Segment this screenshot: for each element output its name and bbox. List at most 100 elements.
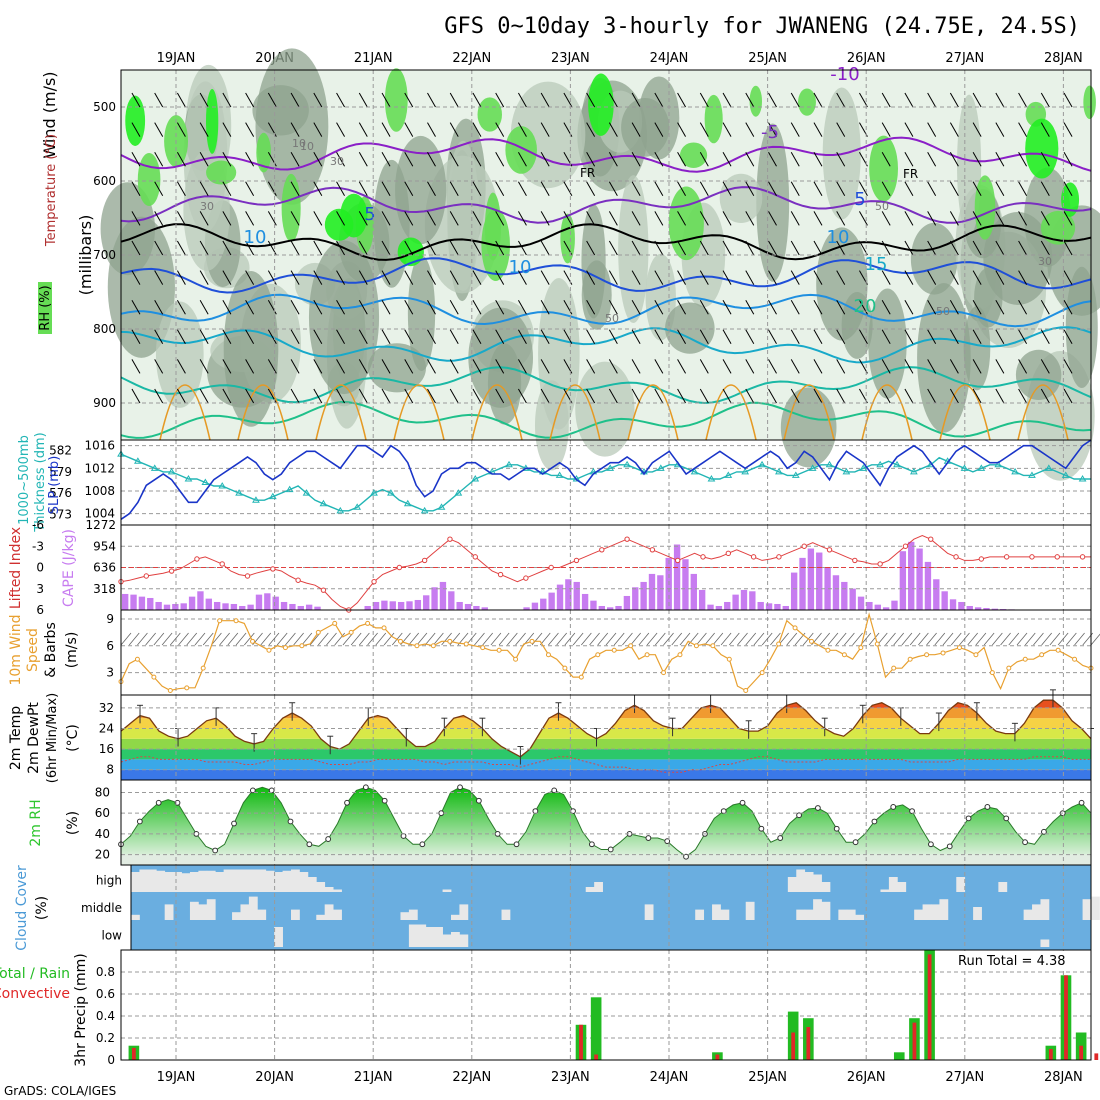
wind-barb: [290, 299, 300, 315]
wind-barb: [1018, 359, 1028, 374]
thickness-point: [285, 485, 294, 493]
wind-barb: [745, 181, 755, 197]
wind-speed-point: [989, 670, 995, 676]
cape-bar: [230, 603, 238, 610]
wind-barb: [563, 211, 573, 226]
wind-barb: [472, 388, 482, 404]
wind-barb: [222, 270, 232, 285]
wind-barb: [199, 211, 209, 226]
date-tick-label: 24JAN: [650, 51, 689, 66]
cape-bar: [966, 605, 973, 610]
wind-barb: [381, 329, 391, 345]
wind-barb: [677, 181, 687, 197]
tick-label: 1012: [84, 461, 115, 475]
wind-barb: [885, 632, 896, 646]
wind-speed-point: [1006, 665, 1012, 671]
wind-barb: [995, 329, 1005, 345]
wind-barb: [1018, 270, 1028, 285]
wind-barb: [449, 240, 459, 256]
cape-bar: [849, 588, 856, 610]
cloud-cell: [131, 872, 140, 892]
temp-axis-label: 2m Temp: [8, 706, 24, 770]
wind-barb: [120, 632, 132, 646]
date-tick-label: 23JAN: [551, 51, 590, 66]
isotherm-warm-line: [705, 384, 757, 441]
wind-barb: [608, 299, 618, 315]
wind-barb: [699, 359, 709, 374]
cloud-cell: [307, 877, 317, 892]
wind-barb: [1049, 632, 1061, 646]
wind-barb: [131, 122, 141, 137]
date-tick-label: 27JAN: [945, 51, 984, 66]
isotherm-warm-line: [471, 384, 523, 441]
cape-bar: [933, 579, 940, 610]
wind-barb: [586, 329, 596, 345]
isotherm-warm-line: [549, 384, 601, 441]
wind-barb: [995, 151, 1005, 167]
wind-barb: [704, 632, 715, 646]
rh-contour-region: [155, 301, 204, 408]
thickness-point: [167, 467, 176, 475]
wind-barb: [131, 270, 141, 285]
wind-barb: [128, 632, 140, 646]
wind-barb: [722, 122, 732, 137]
precip-conv-bar: [1048, 1049, 1053, 1060]
rh-point: [1078, 799, 1085, 806]
rh-point: [475, 797, 482, 804]
cloud-cell: [880, 889, 890, 892]
wind-barb: [222, 329, 232, 345]
wind-barb: [768, 388, 777, 404]
wind-barb: [927, 240, 937, 256]
wind-barb: [336, 329, 345, 345]
precip-conv-bar: [579, 1024, 583, 1060]
rh-contour-region: [780, 387, 837, 468]
wind-barb: [1040, 329, 1050, 345]
thickness-point: [1061, 471, 1070, 478]
thickness-point: [656, 464, 665, 471]
wind-barb: [663, 632, 674, 646]
rh-point: [306, 841, 313, 848]
wind-barb: [1040, 211, 1050, 226]
rh-point: [890, 804, 897, 810]
wind-barb: [1040, 359, 1050, 374]
wind-barb: [631, 299, 641, 315]
rh-contour-label: 30: [330, 155, 344, 168]
tick-label: 1272: [85, 518, 116, 532]
wind-barb: [517, 270, 527, 285]
rh-moist-region: [1061, 182, 1080, 217]
cape-bar: [255, 594, 263, 610]
wind-barb: [381, 388, 391, 404]
precip-conv-bar: [927, 954, 932, 1060]
wind-barb: [622, 632, 633, 646]
thickness-point: [471, 474, 480, 482]
rh-moist-region: [205, 89, 219, 154]
wind-barb: [408, 632, 420, 646]
temp-unit-label: (°C): [65, 724, 81, 752]
wind-barb: [992, 632, 1003, 646]
wind-barb: [677, 270, 687, 285]
wind-barb: [472, 299, 482, 315]
tick-label: 3: [36, 582, 44, 596]
cape-bar: [423, 595, 430, 610]
cape-bar: [456, 601, 463, 610]
thickness-point: [1044, 464, 1053, 471]
date-tick-label: 24JAN: [650, 1070, 689, 1085]
tick-label: 0.6: [96, 987, 115, 1001]
wind-barb: [722, 359, 732, 374]
wind-barb: [901, 632, 913, 646]
rh-contour-region: [107, 216, 175, 358]
rh-point: [984, 804, 991, 810]
rh-point: [588, 841, 595, 848]
wind-barb: [290, 122, 300, 137]
precip-conv-bar: [1064, 975, 1068, 1060]
rh-contour-region: [983, 211, 1053, 305]
wind-barb: [1018, 211, 1028, 226]
wind-barb: [176, 329, 186, 345]
wind-barb: [631, 270, 641, 285]
cloud-cell: [956, 877, 966, 892]
rh-moist-region: [340, 193, 368, 238]
wind-barb: [745, 92, 755, 108]
wind-barb: [1018, 92, 1028, 108]
temp-color-band: [121, 769, 1091, 780]
wind-barb: [245, 270, 255, 285]
